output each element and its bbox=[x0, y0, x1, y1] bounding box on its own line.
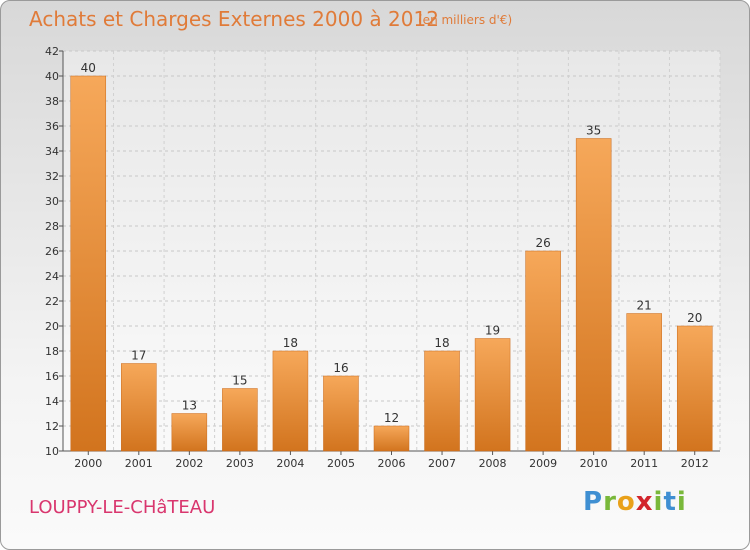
x-tick-label: 2000 bbox=[74, 457, 102, 470]
proxiti-logo: Proxiti bbox=[583, 487, 687, 517]
chart-subtitle: (en milliers d'€) bbox=[418, 13, 513, 27]
data-label: 40 bbox=[81, 61, 96, 75]
x-tick-label: 2009 bbox=[529, 457, 557, 470]
bar-2012 bbox=[676, 325, 713, 452]
data-label: 20 bbox=[687, 311, 702, 325]
y-tick-label: 36 bbox=[45, 120, 59, 133]
x-tick-label: 2006 bbox=[378, 457, 406, 470]
x-tick-label: 2003 bbox=[226, 457, 254, 470]
y-tick-label: 12 bbox=[45, 420, 59, 433]
data-label: 19 bbox=[485, 324, 500, 338]
y-tick-label: 10 bbox=[45, 445, 59, 458]
y-tick-label: 38 bbox=[45, 95, 59, 108]
bar-2002 bbox=[171, 413, 208, 452]
bar-2006 bbox=[373, 425, 410, 452]
y-tick-label: 18 bbox=[45, 345, 59, 358]
data-label: 18 bbox=[283, 336, 298, 350]
x-tick-label: 2010 bbox=[580, 457, 608, 470]
y-tick-label: 14 bbox=[45, 395, 59, 408]
x-tick-label: 2012 bbox=[681, 457, 709, 470]
y-tick-label: 24 bbox=[45, 270, 59, 283]
x-tick-label: 2005 bbox=[327, 457, 355, 470]
labels: 2000 40 2001 17 2002 13 2003 15 2004 18 2005 16 2006… bbox=[74, 61, 708, 470]
x-tick-label: 2001 bbox=[125, 457, 153, 470]
y-tick-label: 20 bbox=[45, 320, 59, 333]
bar-2009 bbox=[525, 250, 561, 452]
axes: 10 12 14 16 18 20 22 24 26 28 30 32 34 36 38 40 42 bbox=[45, 45, 720, 458]
y-tick-label: 34 bbox=[45, 145, 59, 158]
data-label: 21 bbox=[637, 299, 652, 313]
commune-name: LOUPPY-LE-CHâTEAU bbox=[29, 497, 216, 518]
bars bbox=[70, 75, 713, 452]
y-tick-label: 42 bbox=[45, 45, 59, 58]
y-tick-label: 40 bbox=[45, 70, 59, 83]
bar-2005 bbox=[323, 375, 359, 452]
bar-2008 bbox=[474, 338, 511, 452]
data-label: 17 bbox=[131, 349, 146, 363]
bar-2007 bbox=[424, 350, 460, 452]
data-label: 18 bbox=[434, 336, 449, 350]
y-tick-label: 16 bbox=[45, 370, 59, 383]
grid-lines bbox=[62, 50, 721, 452]
bar-2004 bbox=[272, 350, 309, 452]
y-tick-label: 26 bbox=[45, 245, 59, 258]
data-label: 13 bbox=[182, 399, 197, 413]
y-tick-label: 28 bbox=[45, 220, 59, 233]
data-label: 26 bbox=[535, 236, 550, 250]
x-tick-label: 2008 bbox=[479, 457, 507, 470]
chart-title: Achats et Charges Externes 2000 à 2012 bbox=[29, 7, 439, 31]
data-label: 16 bbox=[333, 361, 348, 375]
x-tick-label: 2004 bbox=[276, 457, 304, 470]
bar-2000 bbox=[70, 75, 107, 452]
data-label: 15 bbox=[232, 374, 247, 388]
y-tick-label: 32 bbox=[45, 170, 59, 183]
y-tick-label: 30 bbox=[45, 195, 59, 208]
x-tick-label: 2011 bbox=[630, 457, 658, 470]
x-tick-label: 2007 bbox=[428, 457, 456, 470]
bar-2001 bbox=[121, 363, 157, 452]
bar-2011 bbox=[626, 313, 662, 452]
data-label: 12 bbox=[384, 411, 399, 425]
y-tick-label: 22 bbox=[45, 295, 59, 308]
data-label: 35 bbox=[586, 124, 601, 138]
x-tick-label: 2002 bbox=[175, 457, 203, 470]
bar-2010 bbox=[575, 138, 612, 452]
bar-2003 bbox=[222, 388, 258, 452]
